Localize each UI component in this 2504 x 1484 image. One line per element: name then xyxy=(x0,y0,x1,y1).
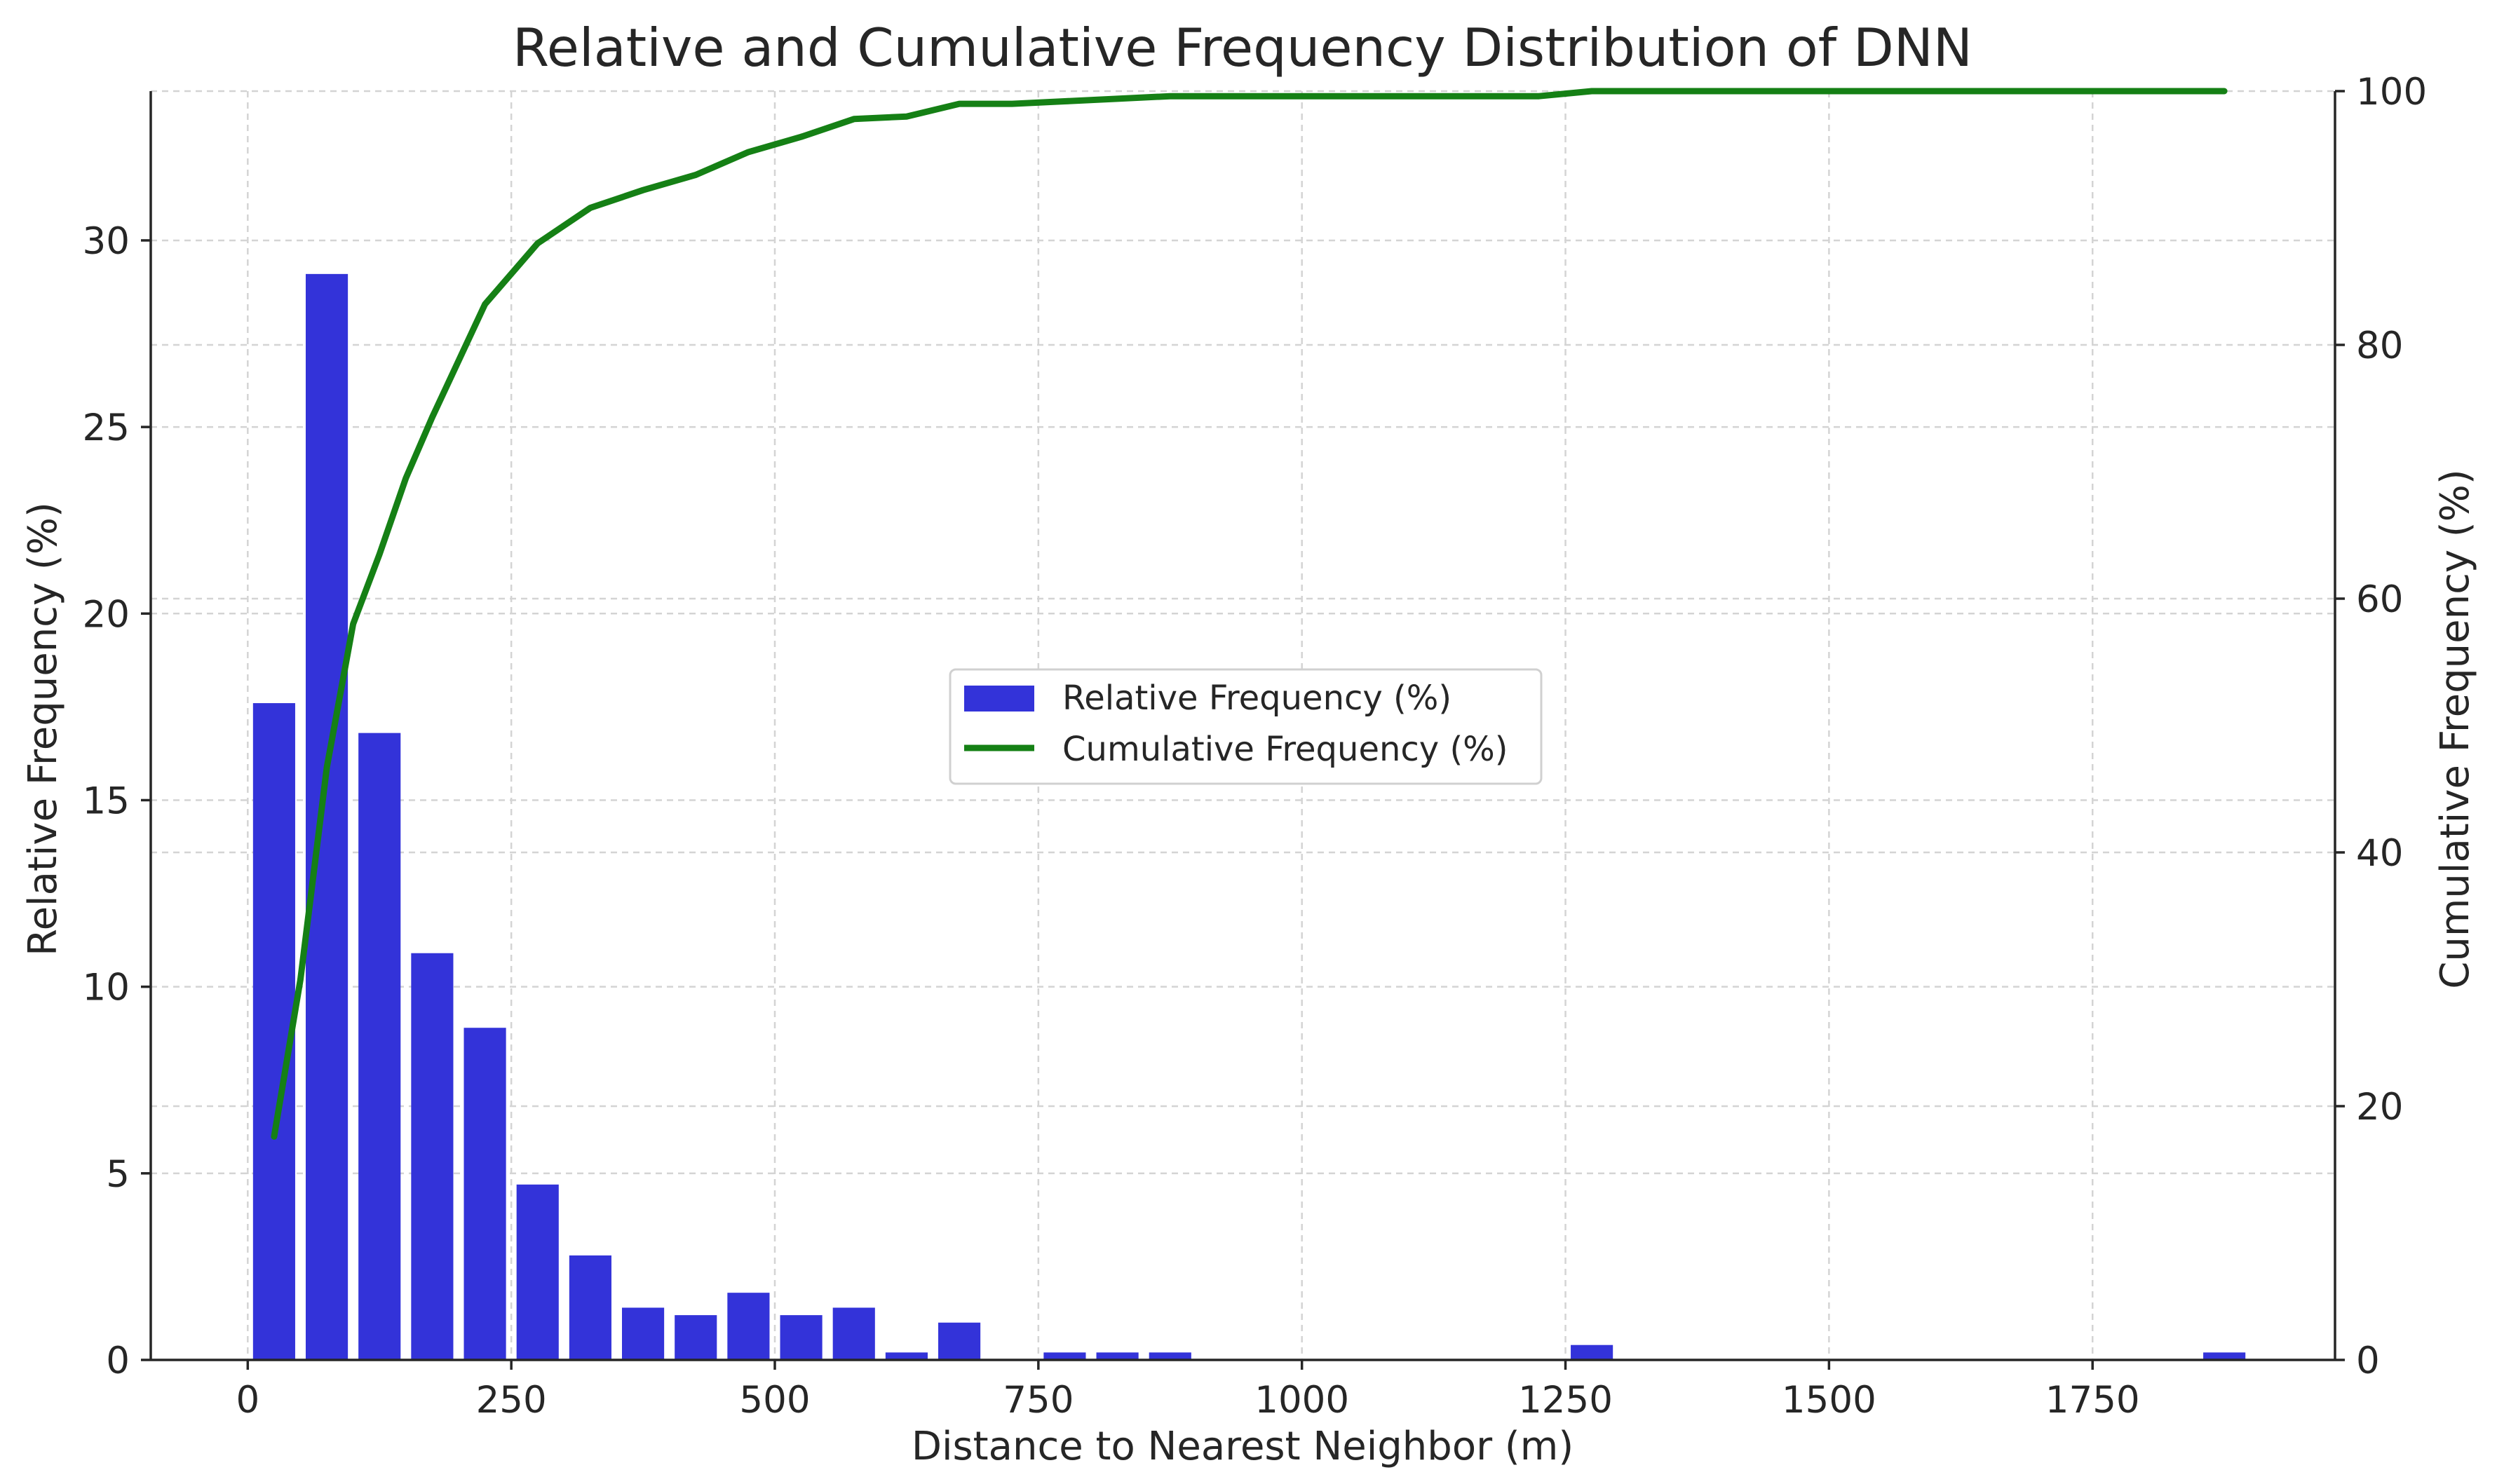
bar xyxy=(1571,1345,1613,1360)
x-tick-label: 1750 xyxy=(2045,1379,2140,1422)
x-tick-label: 750 xyxy=(1003,1379,1074,1422)
bar xyxy=(411,953,454,1360)
y-tick-label: 25 xyxy=(83,407,130,449)
y2-tick-label: 80 xyxy=(2356,325,2403,367)
x-axis-label: Distance to Nearest Neighbor (m) xyxy=(912,1424,1574,1469)
chart-title: Relative and Cumulative Frequency Distri… xyxy=(513,17,1972,79)
bar xyxy=(622,1307,665,1360)
legend-label-cumulative: Cumulative Frequency (%) xyxy=(1062,730,1508,769)
legend-swatch-relative xyxy=(964,686,1034,712)
x-tick-label: 500 xyxy=(739,1379,810,1422)
y-tick-label: 5 xyxy=(106,1153,130,1196)
bar xyxy=(1096,1352,1139,1360)
x-tick-label: 0 xyxy=(236,1379,259,1422)
bar xyxy=(938,1322,981,1360)
bar xyxy=(675,1315,717,1360)
y-tick-label: 0 xyxy=(106,1340,130,1382)
bar xyxy=(1149,1352,1191,1360)
bar xyxy=(305,273,348,1361)
bar xyxy=(885,1352,928,1360)
bar xyxy=(832,1307,875,1360)
legend: Relative Frequency (%) Cumulative Freque… xyxy=(949,668,1543,785)
y2-tick-label: 0 xyxy=(2356,1340,2380,1382)
y-tick-label: 30 xyxy=(83,220,130,263)
bar xyxy=(463,1028,506,1360)
x-tick-label: 1250 xyxy=(1518,1379,1613,1422)
y-axis-label: Relative Frequency (%) xyxy=(20,502,66,956)
y2-tick-label: 100 xyxy=(2356,71,2427,114)
bar xyxy=(358,733,401,1360)
x-tick-label: 1500 xyxy=(1782,1379,1876,1422)
y2-tick-label: 40 xyxy=(2356,832,2403,875)
bar xyxy=(727,1293,770,1360)
x-tick-label: 250 xyxy=(476,1379,547,1422)
bar xyxy=(2203,1352,2246,1360)
bar xyxy=(1043,1352,1086,1360)
bar xyxy=(252,703,295,1360)
bar xyxy=(780,1315,823,1360)
y2-axis-label: Cumulative Frequency (%) xyxy=(2432,469,2478,988)
y-tick-label: 15 xyxy=(83,780,130,822)
legend-label-relative: Relative Frequency (%) xyxy=(1062,679,1451,718)
bars-layer xyxy=(252,273,2246,1361)
cumulative-line xyxy=(271,88,2228,1140)
bar xyxy=(516,1184,559,1360)
y-tick-label: 20 xyxy=(83,593,130,636)
bar xyxy=(569,1255,611,1360)
axes-layer: 0 250 500 750 1000 1250 1500 1750 0 5 10 15 20 25 30 0 2… xyxy=(83,71,2428,1422)
legend-box xyxy=(949,668,1543,785)
y-tick-label: 10 xyxy=(83,967,130,1009)
x-tick-label: 1000 xyxy=(1254,1379,1349,1422)
line-layer xyxy=(271,88,2228,1140)
y2-tick-label: 60 xyxy=(2356,578,2403,621)
y2-tick-label: 20 xyxy=(2356,1086,2403,1129)
